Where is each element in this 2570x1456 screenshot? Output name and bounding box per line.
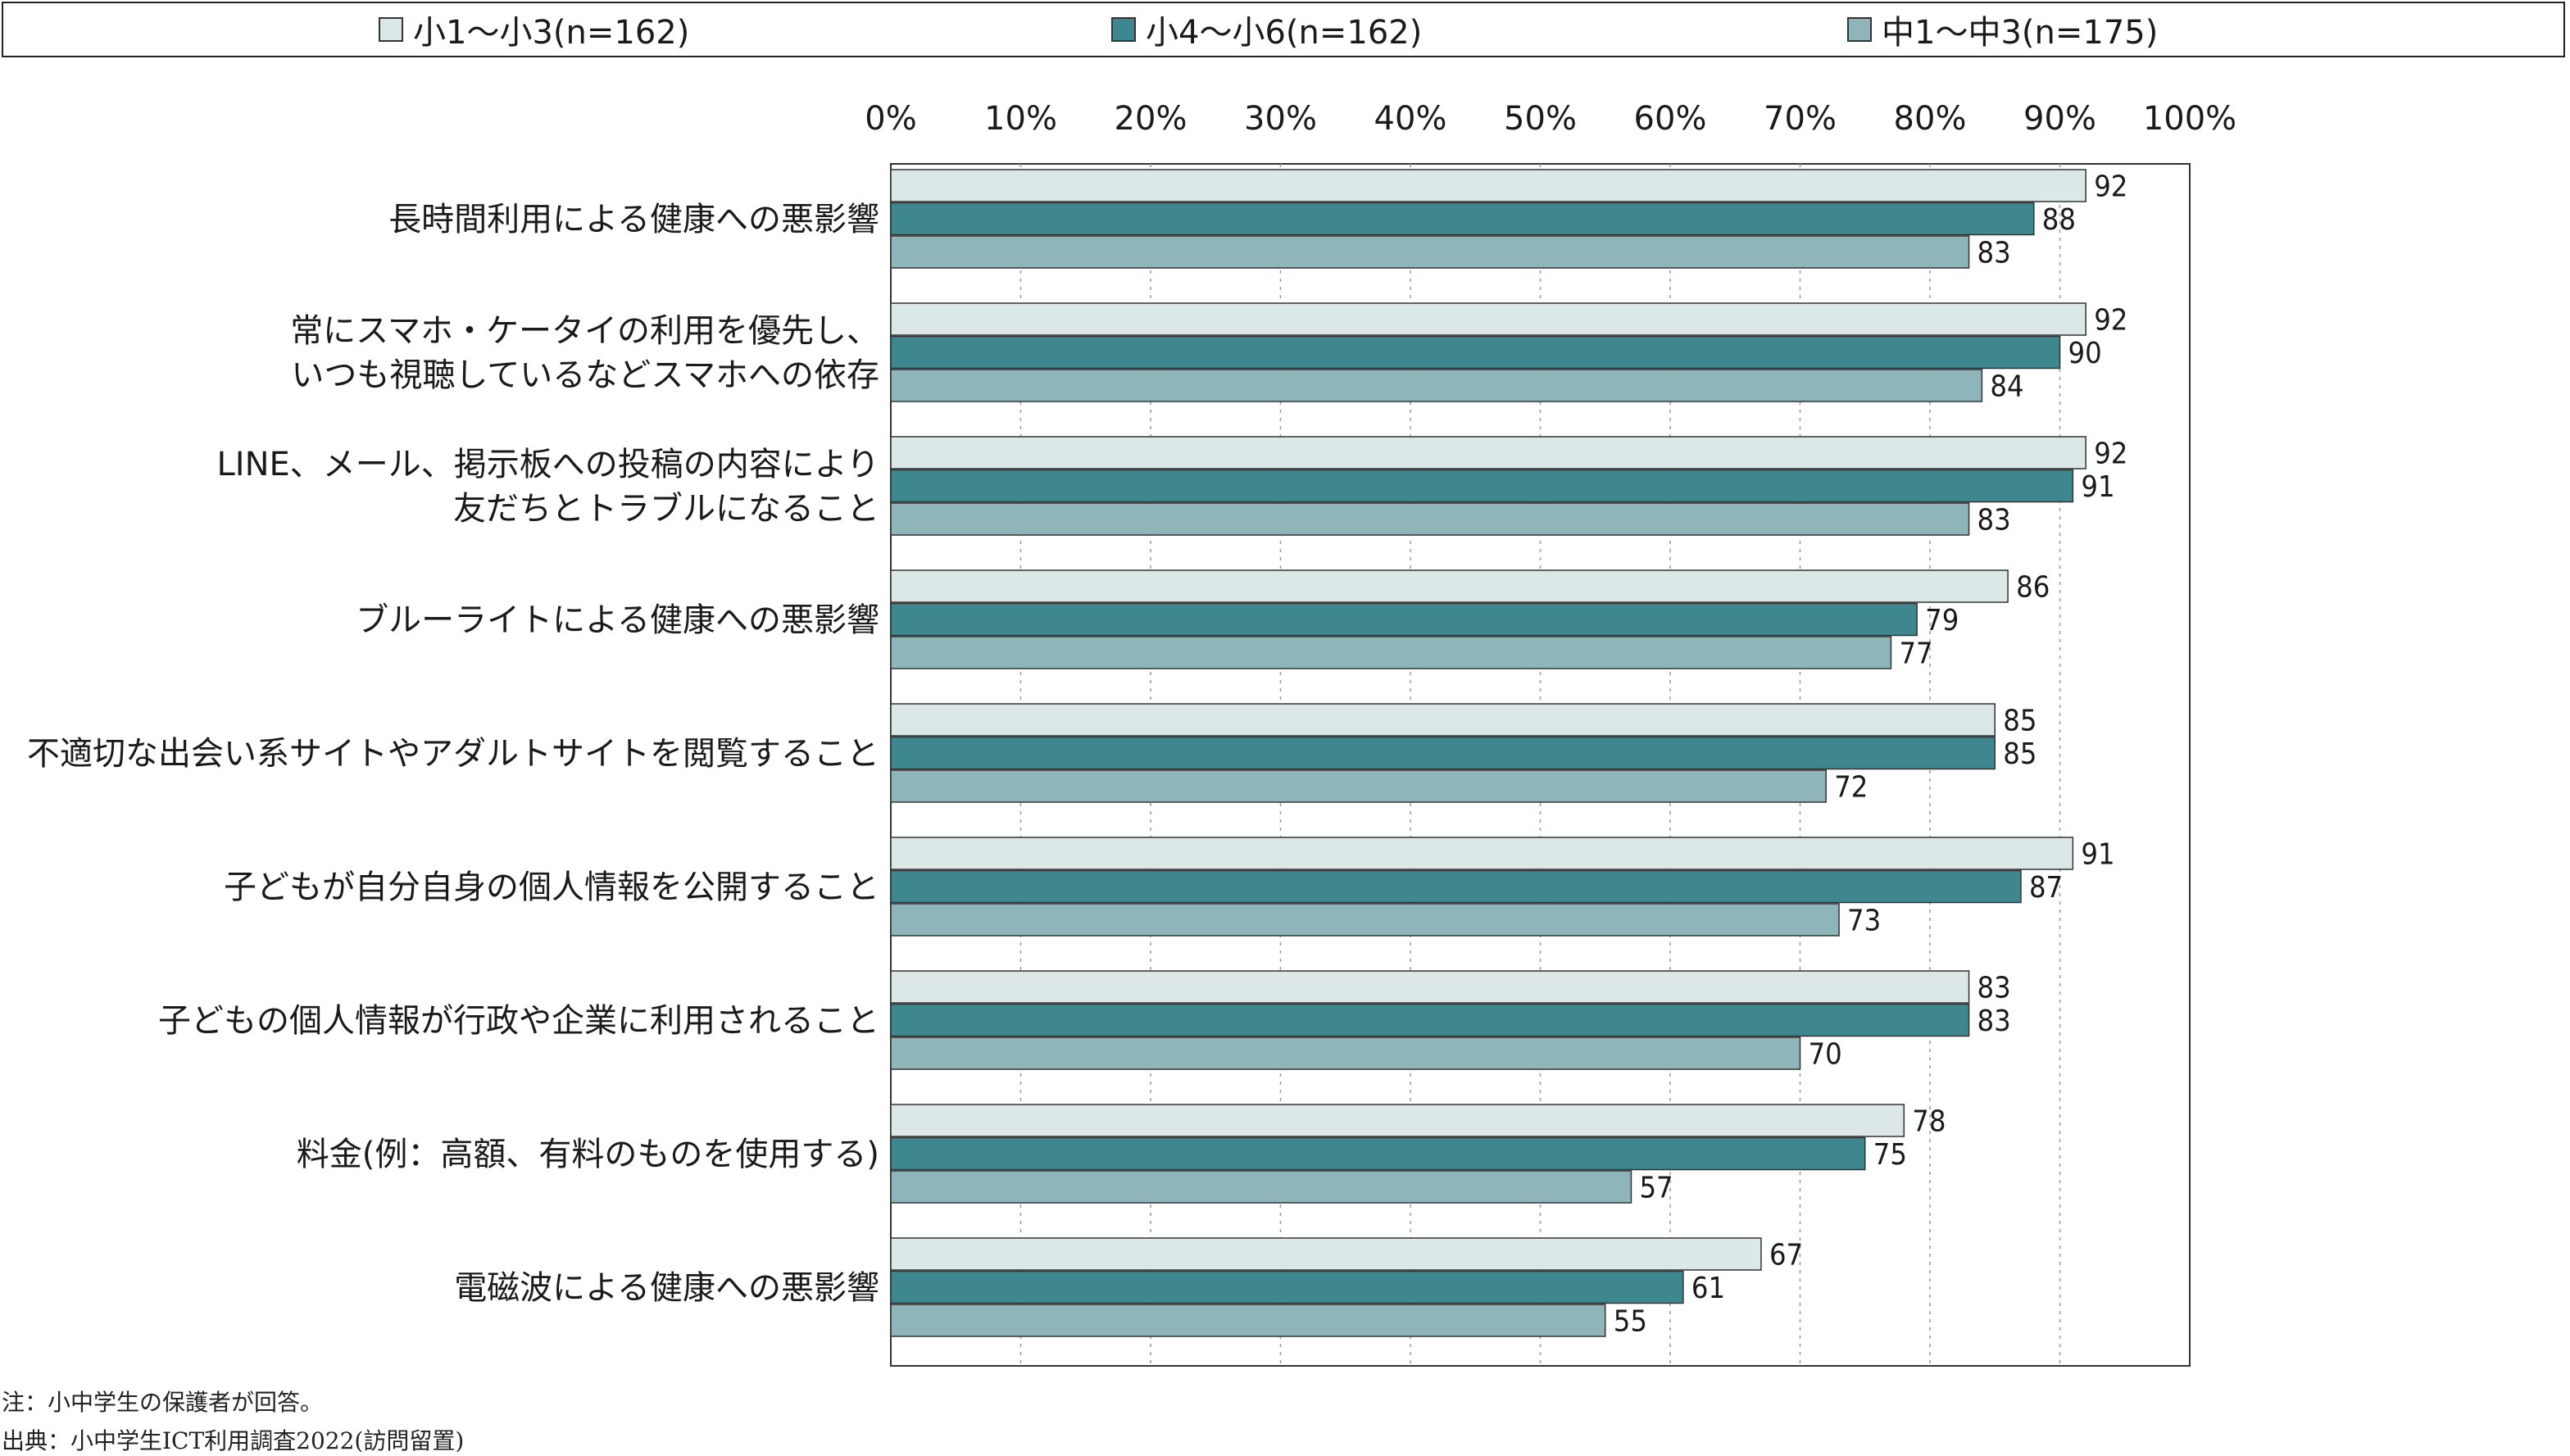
data-label: 75 <box>1873 1138 1907 1172</box>
data-label: 92 <box>2094 170 2127 204</box>
bar <box>890 1104 1905 1137</box>
bar <box>890 436 2086 469</box>
data-label: 84 <box>1990 370 2023 404</box>
legend-label-grade4-6: 小4〜小6(n=162) <box>1146 14 1423 52</box>
bar <box>890 469 2074 503</box>
bar <box>890 837 2074 870</box>
data-label: 85 <box>2003 705 2036 738</box>
bar <box>890 335 2061 370</box>
bar <box>890 703 1996 737</box>
category-label: 子どもが自分自身の個人情報を公開すること <box>224 869 879 906</box>
bar <box>890 869 2022 904</box>
data-label: 87 <box>2029 871 2063 905</box>
legend-item-grade1-3: 小1〜小3(n=162) <box>379 3 689 56</box>
legend-swatch-junior-high <box>1847 17 1872 42</box>
data-label: 72 <box>1834 771 1868 805</box>
bar <box>890 569 2009 603</box>
legend-swatch-grade1-3 <box>379 17 403 42</box>
bar <box>890 970 1970 1004</box>
bar <box>890 1304 1606 1337</box>
data-label: 86 <box>2016 571 2050 605</box>
data-label: 90 <box>2068 337 2102 370</box>
data-label: 92 <box>2094 438 2127 471</box>
data-label: 70 <box>1809 1038 1842 1072</box>
category-label: 常にスマホ・ケータイの利用を優先し、 <box>290 312 879 350</box>
bar <box>890 769 1827 803</box>
legend-label-grade1-3: 小1〜小3(n=162) <box>413 14 690 52</box>
note-text: 注：小中学生の保護者が回答。 <box>2 1389 324 1416</box>
bar <box>890 502 1970 536</box>
data-label: 88 <box>2042 203 2076 237</box>
bar <box>890 235 1970 269</box>
data-label: 91 <box>2081 838 2114 872</box>
legend-item-junior-high: 中1〜中3(n=175) <box>1847 3 2158 56</box>
category-label: 子どもの個人情報が行政や企業に利用されること <box>158 1002 879 1040</box>
data-label: 91 <box>2081 470 2114 504</box>
data-label: 92 <box>2094 304 2127 338</box>
bar <box>890 1270 1684 1304</box>
legend-label-junior-high: 中1〜中3(n=175) <box>1882 14 2159 52</box>
data-label: 83 <box>1977 1005 2011 1038</box>
bar <box>890 369 1983 402</box>
data-label: 77 <box>1899 637 1932 671</box>
x-tick-label: 60% <box>1634 100 1707 138</box>
bar <box>890 636 1892 669</box>
bar <box>890 302 2086 336</box>
data-label: 57 <box>1639 1172 1673 1205</box>
category-label: 電磁波による健康への悪影響 <box>454 1269 879 1307</box>
data-label: 83 <box>1977 504 2011 537</box>
source-text: 出典：小中学生ICT利用調査2022(訪問留置) <box>2 1427 465 1454</box>
x-tick-label: 20% <box>1115 100 1187 138</box>
data-label: 61 <box>1691 1272 1725 1305</box>
data-label: 73 <box>1847 905 1881 938</box>
data-label: 79 <box>1925 604 1959 637</box>
bar <box>890 903 1840 937</box>
category-label: ブルーライトによる健康への悪影響 <box>356 601 879 639</box>
bar <box>890 1237 1762 1271</box>
x-tick-label: 40% <box>1374 100 1447 138</box>
bar <box>890 202 2035 236</box>
category-label: 不適切な出会い系サイトやアダルトサイトを閲覧すること <box>27 735 879 773</box>
legend: 小1〜小3(n=162) 小4〜小6(n=162) 中1〜中3(n=175) <box>2 2 2565 57</box>
x-tick-label: 10% <box>984 100 1057 138</box>
bar <box>890 602 1918 637</box>
x-tick-label: 0% <box>865 100 916 138</box>
category-label: 料金(例：高額、有料のものを使用する) <box>297 1136 879 1173</box>
data-label: 83 <box>1977 237 2011 270</box>
data-label: 85 <box>2003 737 2036 771</box>
category-label: LINE、メール、掲示板への投稿の内容により <box>217 446 879 483</box>
data-label: 55 <box>1614 1305 1647 1339</box>
bar <box>890 1036 1801 1070</box>
bar <box>890 1003 1970 1037</box>
category-label: 友だちとトラブルになること <box>453 490 879 528</box>
category-label: いつも視聴しているなどスマホへの依存 <box>291 356 879 394</box>
category-label: 長時間利用による健康への悪影響 <box>388 201 879 238</box>
bar <box>890 1170 1632 1204</box>
x-tick-label: 50% <box>1504 100 1577 138</box>
bar <box>890 169 2086 202</box>
x-tick-label: 70% <box>1764 100 1837 138</box>
legend-swatch-grade4-6 <box>1111 17 1136 42</box>
x-tick-label: 30% <box>1244 100 1317 138</box>
data-label: 67 <box>1769 1239 1803 1272</box>
x-tick-label: 90% <box>2023 100 2096 138</box>
x-tick-label: 80% <box>1894 100 1967 138</box>
legend-item-grade4-6: 小4〜小6(n=162) <box>1111 3 1422 56</box>
bar <box>890 1136 1866 1171</box>
bar <box>890 736 1996 770</box>
data-label: 83 <box>1977 972 2011 1005</box>
x-tick-label: 100% <box>2143 100 2236 138</box>
data-label: 78 <box>1912 1105 1946 1139</box>
